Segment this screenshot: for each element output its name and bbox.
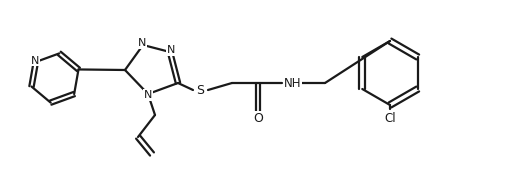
Text: Cl: Cl <box>384 111 396 125</box>
Text: N: N <box>31 56 39 66</box>
Text: S: S <box>196 84 204 96</box>
Text: NH: NH <box>284 76 302 89</box>
Text: N: N <box>144 90 152 100</box>
Text: N: N <box>138 38 146 48</box>
Text: N: N <box>167 45 175 55</box>
Text: O: O <box>253 111 263 125</box>
